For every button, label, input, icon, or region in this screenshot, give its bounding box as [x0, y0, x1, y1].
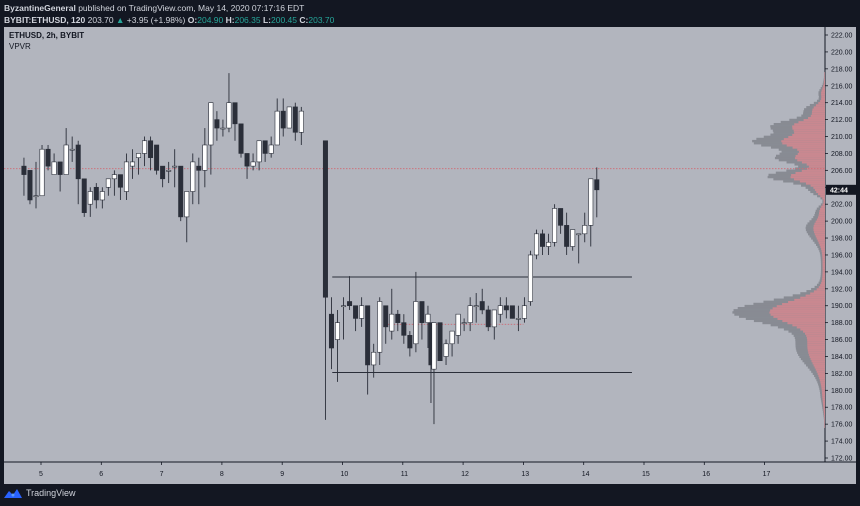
- time-tick-label: 12: [461, 471, 469, 478]
- indicator-label[interactable]: VPVR: [9, 42, 31, 51]
- price-tick-label: 192.00: [831, 286, 853, 293]
- price-tick-label: 190.00: [831, 303, 853, 310]
- price-tick-label: 172.00: [831, 456, 853, 463]
- price-tick-label: 180.00: [831, 388, 853, 395]
- time-tick-label: 15: [642, 471, 650, 478]
- price-tick-label: 212.00: [831, 117, 853, 124]
- time-tick-label: 16: [702, 471, 710, 478]
- tradingview-logo-icon: [4, 489, 22, 498]
- price-tick-label: 188.00: [831, 320, 853, 327]
- price-tick-label: 206.00: [831, 168, 853, 175]
- price-tick-label: 218.00: [831, 66, 853, 73]
- time-tick-label: 7: [160, 471, 164, 478]
- high-label: H:: [225, 15, 235, 25]
- high-value: 206.35: [234, 15, 261, 25]
- close-label: C:: [299, 15, 309, 25]
- author-name[interactable]: ByzantineGeneral: [4, 3, 76, 13]
- price-tick-label: 182.00: [831, 371, 853, 378]
- up-arrow-icon: ▲: [116, 15, 125, 25]
- time-tick-label: 9: [280, 471, 284, 478]
- symbol-info: BYBIT:ETHUSD, 120 203.70 ▲ +3.95 (+1.98%…: [4, 15, 334, 25]
- price-tick-label: 220.00: [831, 49, 853, 56]
- time-tick-label: 17: [763, 471, 771, 478]
- countdown-badge: [826, 184, 856, 195]
- price-tick-label: 198.00: [831, 236, 853, 243]
- time-tick-label: 10: [341, 471, 349, 478]
- footer: TradingView: [4, 488, 76, 498]
- price-tick-label: 186.00: [831, 337, 853, 344]
- price-tick-label: 184.00: [831, 354, 853, 361]
- time-tick-label: 13: [521, 471, 529, 478]
- published-text: published on TradingView.com, May 14, 20…: [78, 3, 305, 13]
- time-tick-label: 14: [582, 471, 590, 478]
- price-change: +3.95 (+1.98%): [126, 15, 186, 25]
- price-tick-label: 210.00: [831, 134, 853, 141]
- chart-title: ETHUSD, 2h, BYBIT: [9, 31, 85, 40]
- price-tick-label: 196.00: [831, 252, 853, 259]
- price-tick-label: 216.00: [831, 83, 853, 90]
- time-tick-label: 5: [39, 471, 43, 478]
- price-tick-label: 202.00: [831, 202, 853, 209]
- price-tick-label: 176.00: [831, 422, 853, 429]
- close-value: 203.70: [308, 15, 335, 25]
- price-tick-label: 208.00: [831, 151, 853, 158]
- open-value: 204.90: [197, 15, 224, 25]
- price-tick-label: 178.00: [831, 405, 853, 412]
- time-tick-label: 6: [99, 471, 103, 478]
- brand-name[interactable]: TradingView: [26, 488, 76, 498]
- last-price: 203.70: [87, 15, 114, 25]
- chart-canvas[interactable]: 222.00 220.00 218.00 216.00 214.00 212.00 210.…: [4, 27, 856, 484]
- vpvr-profile: [732, 72, 825, 428]
- time-tick-label: 8: [220, 471, 224, 478]
- price-tick-label: 214.00: [831, 100, 853, 107]
- price-tick-label: 194.00: [831, 269, 853, 276]
- symbol: BYBIT:ETHUSD, 120: [4, 15, 86, 25]
- time-tick-label: 11: [401, 471, 408, 478]
- price-tick-label: 222.00: [831, 33, 853, 40]
- countdown-label: 42:44: [830, 187, 848, 194]
- low-value: 200.45: [271, 15, 297, 25]
- low-label: L:: [262, 15, 271, 25]
- price-tick-label: 200.00: [831, 219, 853, 226]
- open-label: O:: [187, 15, 198, 25]
- chart-frame[interactable]: 222.00 220.00 218.00 216.00 214.00 212.00 210.…: [4, 27, 856, 484]
- price-tick-label: 174.00: [831, 439, 853, 446]
- publish-info: ByzantineGeneral published on TradingVie…: [4, 3, 304, 13]
